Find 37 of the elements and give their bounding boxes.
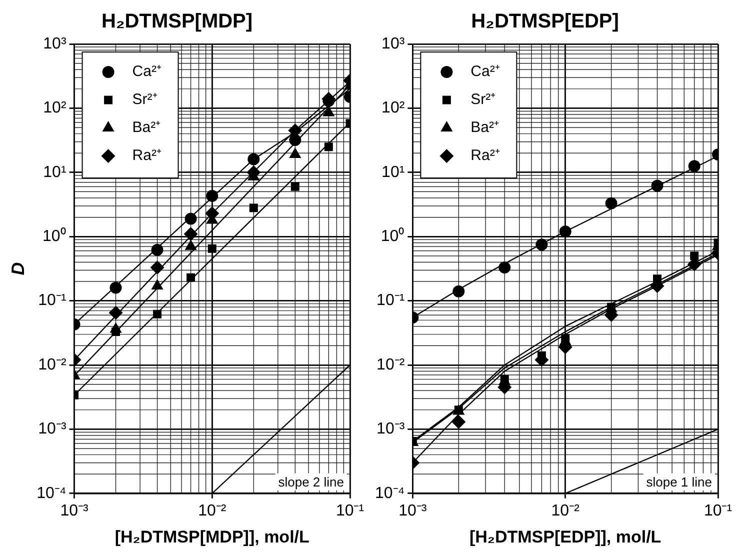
legend-label: Ba²⁺ bbox=[470, 119, 500, 136]
legend-label: Ra²⁺ bbox=[470, 147, 500, 164]
y-axis-title: D bbox=[8, 262, 28, 276]
legend-label: Sr²⁺ bbox=[470, 91, 496, 108]
x-tick-label: 10⁻² bbox=[551, 502, 580, 520]
y-tick-label: 10³ bbox=[382, 35, 406, 52]
y-tick-label: 10⁻² bbox=[376, 356, 406, 374]
y-tick-label: 10⁻⁴ bbox=[375, 484, 405, 502]
x-axis-title: [H₂DTMSP[EDP]], mol/L bbox=[469, 527, 662, 546]
annotation: slope 1 line bbox=[646, 474, 712, 490]
y-tick-label: 10⁻⁴ bbox=[36, 484, 66, 502]
y-tick-label: 10⁰ bbox=[380, 227, 405, 246]
y-tick-label: 10¹ bbox=[382, 164, 405, 181]
chart-title: H₂DTMSP[MDP] bbox=[101, 10, 253, 33]
legend-label: Ca²⁺ bbox=[132, 63, 162, 80]
x-tick-label: 10⁻¹ bbox=[704, 502, 732, 520]
x-axis-title: [H₂DTMSP[MDP]], mol/L bbox=[114, 527, 310, 546]
legend-label: Ra²⁺ bbox=[132, 147, 162, 164]
x-tick-label: 10⁻³ bbox=[60, 502, 90, 520]
x-tick-label: 10⁻¹ bbox=[336, 502, 364, 520]
legend-label: Ba²⁺ bbox=[132, 119, 161, 136]
y-tick-label: 10⁰ bbox=[42, 227, 66, 246]
x-tick-label: 10⁻³ bbox=[398, 502, 428, 520]
legend-label: Sr²⁺ bbox=[132, 91, 158, 108]
y-tick-label: 10³ bbox=[43, 35, 67, 52]
chart-title: H₂DTMSP[EDP] bbox=[471, 10, 619, 33]
y-tick-label: 10⁻¹ bbox=[376, 292, 405, 310]
y-tick-label: 10² bbox=[382, 100, 406, 117]
y-tick-label: 10⁻³ bbox=[376, 420, 406, 438]
y-tick-label: 10² bbox=[43, 100, 67, 117]
x-tick-label: 10⁻² bbox=[198, 502, 227, 520]
y-tick-label: 10⁻² bbox=[38, 356, 67, 374]
y-tick-label: 10⁻¹ bbox=[38, 292, 66, 310]
annotation: slope 2 line bbox=[278, 474, 344, 490]
y-tick-label: 10¹ bbox=[43, 164, 66, 181]
y-tick-label: 10⁻³ bbox=[38, 420, 67, 438]
legend-label: Ca²⁺ bbox=[470, 63, 500, 80]
